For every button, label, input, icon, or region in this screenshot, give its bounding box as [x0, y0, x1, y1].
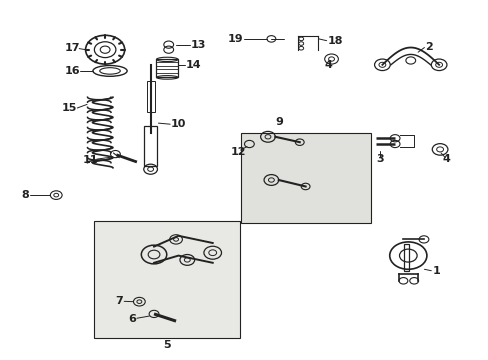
- Text: 2: 2: [425, 42, 432, 52]
- Text: 6: 6: [128, 314, 136, 324]
- Text: 10: 10: [171, 119, 186, 129]
- Text: 8: 8: [21, 190, 29, 200]
- Bar: [156, 59, 178, 77]
- Bar: [240, 133, 370, 223]
- Text: 4: 4: [324, 60, 332, 70]
- Text: 9: 9: [275, 117, 283, 127]
- Text: 13: 13: [190, 40, 205, 50]
- Text: 12: 12: [230, 147, 245, 157]
- Text: 1: 1: [432, 266, 440, 276]
- Text: 16: 16: [64, 66, 80, 76]
- Text: 17: 17: [64, 43, 80, 53]
- Bar: [143, 126, 157, 166]
- Text: 14: 14: [185, 60, 201, 70]
- Text: 18: 18: [327, 36, 343, 46]
- Text: 5: 5: [163, 340, 170, 350]
- Bar: [94, 221, 239, 338]
- Text: 3: 3: [376, 154, 384, 164]
- Text: 4: 4: [441, 154, 449, 164]
- Text: 11: 11: [82, 155, 98, 165]
- Text: 15: 15: [61, 103, 77, 113]
- Text: 19: 19: [227, 34, 243, 44]
- Text: 7: 7: [115, 296, 123, 306]
- Bar: [146, 81, 154, 112]
- Bar: [404, 244, 408, 271]
